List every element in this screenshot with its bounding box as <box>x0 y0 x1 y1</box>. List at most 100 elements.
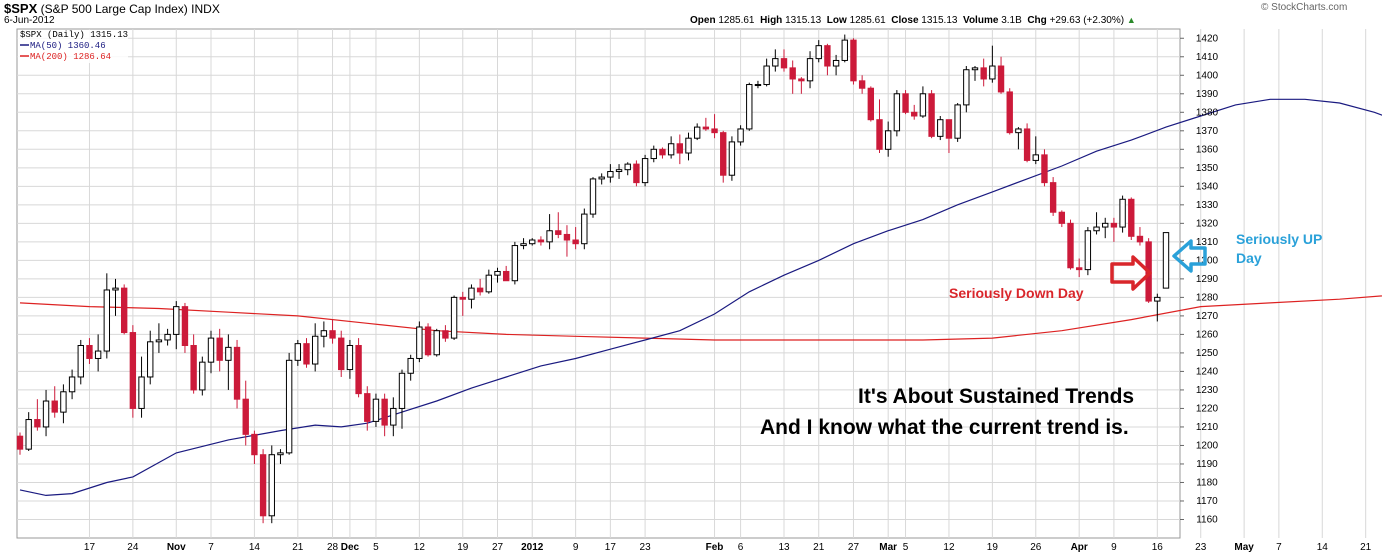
candle <box>16 432 24 455</box>
candle-body-down <box>181 306 189 347</box>
x-tick-label: 13 <box>778 542 790 553</box>
candle-body-up <box>138 376 145 409</box>
candles <box>16 34 1170 524</box>
candle-body-up <box>207 337 215 363</box>
candle <box>772 49 779 72</box>
y-tick-label: 1220 <box>1196 403 1219 414</box>
candle-body-up <box>433 330 440 356</box>
candle <box>86 338 93 365</box>
candle <box>459 291 466 316</box>
candle-body-up <box>728 141 736 176</box>
candle <box>737 125 744 146</box>
candle-body-up <box>529 239 536 245</box>
candle-body-up <box>1102 222 1109 228</box>
candle <box>659 147 666 159</box>
candle-body-down <box>259 454 267 517</box>
candle <box>294 339 302 366</box>
x-tick-label: 26 <box>1030 542 1042 553</box>
y-tick-label: 1240 <box>1196 366 1219 377</box>
y-tick-label: 1300 <box>1196 255 1219 266</box>
y-tick-label: 1320 <box>1196 218 1219 229</box>
candle-body-up <box>650 148 657 160</box>
candle <box>1049 177 1057 216</box>
candle <box>563 225 571 257</box>
candle <box>876 99 883 154</box>
candle-body-down <box>442 330 449 339</box>
volume-label: Volume <box>963 15 999 26</box>
x-tick-label: 16 <box>1152 542 1164 553</box>
candle-body-up <box>68 376 76 393</box>
candle <box>42 389 50 437</box>
x-tick-label: 5 <box>373 542 379 553</box>
candle-body-up <box>112 287 119 291</box>
candle-body-up <box>173 306 180 335</box>
candle <box>685 132 692 161</box>
candle <box>120 284 128 335</box>
chart-symbol-header: $SPX (S&P 500 Large Cap Index) INDX <box>4 1 220 16</box>
y-tick-label: 1270 <box>1196 311 1219 322</box>
candle-body-down <box>338 337 345 371</box>
candle <box>485 269 493 294</box>
candle <box>25 412 32 452</box>
x-tick-label: 24 <box>127 542 139 553</box>
candle-body-down <box>120 287 128 334</box>
candle <box>989 45 996 83</box>
candle-body-up <box>1084 230 1092 271</box>
candle-body-down <box>459 296 466 300</box>
candle <box>233 339 241 409</box>
ma50-line <box>19 98 1382 497</box>
candle-body-up <box>25 419 32 450</box>
candle <box>919 86 927 118</box>
candle-body-up <box>989 65 996 80</box>
candle-body-up <box>589 178 597 215</box>
candle <box>911 104 918 120</box>
candle-body-down <box>659 148 666 156</box>
x-tick-label: 6 <box>738 542 744 553</box>
candle-body-down <box>633 163 640 184</box>
candle <box>945 119 953 154</box>
candle <box>476 278 484 296</box>
candle-body-down <box>424 326 432 356</box>
candle <box>424 323 432 357</box>
candle-body-down <box>780 58 788 69</box>
candle <box>390 397 397 437</box>
candle <box>442 325 449 342</box>
candle <box>511 241 519 285</box>
candle-body-down <box>1049 182 1057 213</box>
candle <box>381 393 388 437</box>
candle <box>884 121 892 157</box>
candle <box>1058 210 1066 228</box>
candle-body-up <box>963 69 970 106</box>
symbol: $SPX <box>4 1 38 16</box>
candle <box>963 66 970 113</box>
candle-body-up <box>1032 154 1039 161</box>
candle <box>1154 293 1161 322</box>
candle-body-up <box>893 93 901 132</box>
x-tick-label: May <box>1234 542 1254 553</box>
candle-body-down <box>190 345 197 391</box>
candle-body-down <box>572 239 579 245</box>
up-day-label-line2: Day <box>1236 250 1262 266</box>
candle-body-down <box>711 128 718 134</box>
candle <box>589 177 597 218</box>
candle <box>199 356 206 396</box>
candle <box>824 43 831 76</box>
candle-body-up <box>598 176 605 180</box>
candle-body-up <box>763 65 770 86</box>
y-tick-label: 1180 <box>1196 477 1218 488</box>
candle <box>1162 232 1170 289</box>
ohlc-readout: Open 1285.61 High 1315.13 Low 1285.61 Cl… <box>690 15 1136 26</box>
candle-body-down <box>945 119 953 139</box>
candle-body-down <box>381 398 388 426</box>
candle-body-up <box>641 158 649 184</box>
candle <box>1067 219 1074 270</box>
candle-body-down <box>86 345 93 359</box>
x-tick-label: Apr <box>1071 542 1088 553</box>
y-axis: 1160 1170 1180 1190 1200 1210 1220 1230 1240 1250… <box>1180 33 1219 525</box>
y-tick-label: 1330 <box>1196 200 1219 211</box>
candle <box>34 399 41 431</box>
candle-body-up <box>225 346 232 361</box>
candle-body-down <box>303 343 310 365</box>
candle-body-up <box>277 452 284 456</box>
high-value: 1315.13 <box>785 15 822 26</box>
